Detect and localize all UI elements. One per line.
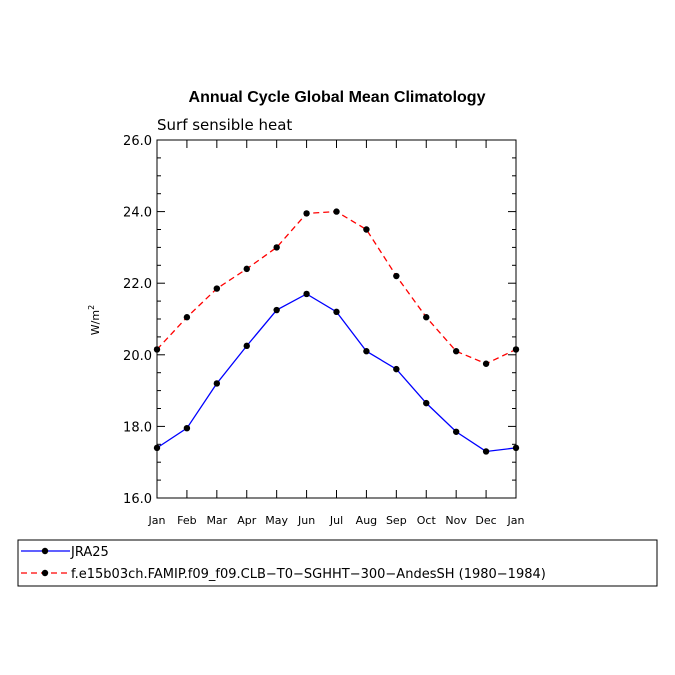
data-point	[303, 290, 310, 298]
chart-title: Annual Cycle Global Mean Climatology	[189, 89, 486, 106]
legend-marker	[41, 569, 49, 577]
data-point	[452, 428, 460, 435]
data-point	[423, 314, 430, 321]
axis-ticks	[156, 139, 517, 499]
data-point	[213, 380, 221, 387]
data-point	[183, 424, 191, 432]
chart-subtitle: Surf sensible heat	[157, 116, 292, 134]
data-point	[303, 210, 310, 217]
x-tick-label: Feb	[177, 514, 196, 527]
y-tick-label: 18.0	[123, 420, 152, 435]
data-point	[153, 444, 161, 452]
x-tick-label: Apr	[237, 514, 257, 527]
y-tick-label: 20.0	[123, 349, 152, 364]
data-point	[482, 448, 490, 455]
x-tick-label: Jul	[329, 514, 343, 527]
x-tick-label: May	[265, 514, 288, 527]
x-tick-label: Jun	[297, 514, 315, 527]
plot-frame	[156, 139, 517, 499]
x-tick-label: Aug	[356, 514, 377, 527]
data-point	[363, 226, 370, 233]
y-tick-label: 26.0	[123, 134, 152, 149]
y-axis-labels: 16.0 18.0 20.0 22.0 24.0 26.0	[123, 134, 152, 507]
data-point	[333, 308, 340, 316]
x-axis-labels: Jan Feb Mar Apr May Jun Jul Aug Sep Oct Nov Dec Jan	[148, 514, 525, 527]
data-point	[273, 244, 280, 251]
legend-label: f.e15b03ch.FAMIP.f09_f09.CLB−T0−SGHHT−30…	[71, 567, 546, 582]
legend-marker	[41, 547, 49, 555]
y-tick-label: 16.0	[123, 492, 152, 507]
x-tick-label: Mar	[206, 514, 227, 527]
data-point	[452, 348, 460, 355]
x-tick-label: Sep	[386, 514, 407, 527]
data-point	[363, 348, 370, 355]
data-point	[333, 208, 340, 215]
x-tick-label: Nov	[445, 514, 467, 527]
series-group	[153, 208, 520, 455]
series-line	[156, 210, 517, 365]
x-tick-label: Oct	[417, 514, 437, 527]
data-point	[512, 444, 520, 452]
x-tick-label: Dec	[475, 514, 496, 527]
x-tick-label: Jan	[148, 514, 166, 527]
data-point	[423, 399, 430, 407]
series-line	[156, 293, 517, 453]
x-tick-label: Jan	[507, 514, 525, 527]
legend-box	[17, 539, 658, 587]
y-tick-label: 24.0	[123, 206, 152, 221]
data-point	[482, 360, 490, 367]
data-point	[393, 272, 400, 280]
y-tick-label: 22.0	[123, 277, 152, 292]
legend-label: JRA25	[70, 545, 109, 560]
legend: JRA25 f.e15b03ch.FAMIP.f09_f09.CLB−T0−SGH…	[21, 545, 546, 582]
y-axis-label: W/m2	[87, 305, 102, 335]
data-point	[273, 306, 280, 314]
data-point	[183, 314, 191, 321]
data-point	[393, 365, 400, 373]
data-point	[153, 346, 161, 353]
data-point	[213, 285, 221, 292]
data-point	[243, 265, 250, 273]
data-point	[243, 342, 250, 350]
data-point	[512, 346, 520, 353]
